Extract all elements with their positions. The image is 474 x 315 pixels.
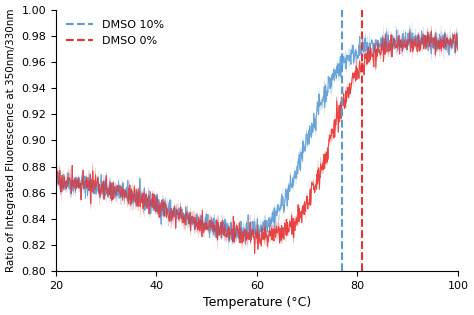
Y-axis label: Ratio of Integrated Fluorescence at 350nm/330nm: Ratio of Integrated Fluorescence at 350n… [6, 9, 16, 272]
X-axis label: Temperature (°C): Temperature (°C) [203, 296, 311, 309]
Legend: DMSO 10%, DMSO 0%: DMSO 10%, DMSO 0% [61, 15, 169, 51]
